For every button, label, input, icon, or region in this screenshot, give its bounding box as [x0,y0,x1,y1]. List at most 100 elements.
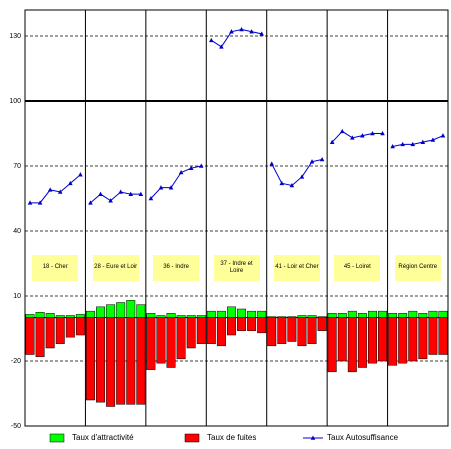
bar [287,317,297,342]
bar [176,315,186,318]
bar [398,317,408,364]
bar [277,317,287,344]
category-label-box: 45 - Loiret [334,255,381,281]
bar [367,310,377,318]
line-marker [299,174,305,179]
bar [166,317,176,368]
legend-label: Taux Autosuffisance [327,433,399,442]
line-marker [168,185,174,190]
category-label-box: 41 - Loir et Cher [273,255,320,281]
bar [257,310,267,318]
y-tick-label: 100 [9,98,21,105]
category-label-box: 36 - Indre [153,255,200,281]
line-marker [410,141,416,147]
y-tick-label: -50 [11,423,21,430]
legend-marker [310,435,316,440]
line-marker [37,200,43,205]
bar [216,317,226,347]
bar [25,314,35,318]
bar [206,310,216,318]
line-marker [57,189,63,194]
y-tick-label: -20 [11,358,21,365]
category-label-box: 28 - Eure et Loir [92,255,139,281]
line-marker [329,139,335,144]
line-marker [420,139,426,144]
line-marker [88,200,93,205]
line-marker [188,165,194,170]
line-marker [219,44,224,49]
bar [337,313,347,318]
category-label: 45 - Loiret [334,255,381,281]
bar [388,317,398,366]
line-marker [249,29,254,34]
line-marker [430,137,436,142]
bar [226,317,236,336]
bar [347,317,357,373]
bar [156,317,166,364]
bar [45,317,55,349]
line-marker [229,29,234,34]
bar [35,312,45,318]
bar [327,317,337,373]
line-marker [380,131,385,136]
bar [96,306,106,318]
bar [216,310,226,318]
bar [156,315,166,318]
legend-label: Taux d'attractivité [72,433,134,442]
bar [55,315,65,318]
bar [438,310,448,318]
bar [75,314,85,318]
category-label: 18 - Cher [32,255,79,281]
bar [428,310,438,318]
bar [116,302,126,318]
bar [357,313,367,318]
bar [166,313,176,318]
category-label-box: Région Centre [394,255,441,281]
bar [408,317,418,362]
bar [196,315,206,318]
line-marker [400,141,405,147]
line-marker [269,161,275,166]
y-tick-label: 130 [9,33,21,40]
legend-label: Taux de fuites [207,433,256,442]
bar [418,313,428,318]
line-marker [108,198,113,203]
bar [347,310,357,318]
line-marker [128,191,134,196]
line-marker [390,144,395,149]
bar [136,317,146,405]
bar [75,317,85,336]
bar [367,317,377,364]
bar [357,317,367,368]
line-marker [360,133,365,138]
line-marker [148,196,154,201]
bar [65,315,75,318]
line-marker [370,131,375,136]
bar [196,317,206,344]
bar [96,317,106,403]
line [211,28,262,48]
bar [438,317,448,355]
bar [317,317,327,331]
bar [146,313,156,318]
bar [237,308,247,318]
bar [307,317,317,344]
line-marker [158,185,164,190]
y-tick-label: 70 [13,163,21,170]
bar [247,310,257,318]
line-marker [319,157,325,162]
legend-swatch [184,433,200,443]
line-marker [279,180,285,186]
bar [126,317,136,405]
bar [378,317,388,362]
bar [85,317,95,401]
bar [35,317,45,357]
category-label: Région Centre [394,255,441,281]
bar [408,310,418,318]
line [392,135,444,147]
category-label: 41 - Loir et Cher [273,255,320,281]
y-tick-label: 40 [13,228,21,235]
line-marker [47,187,53,192]
bar [247,317,257,331]
